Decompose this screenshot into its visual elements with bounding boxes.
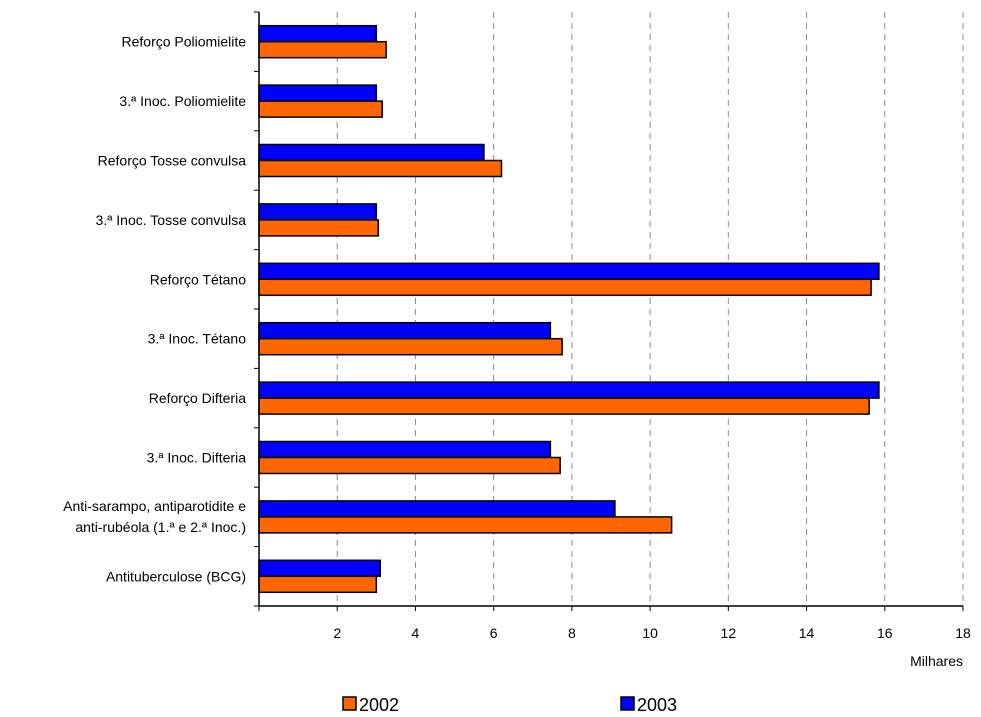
bar-2002 (258, 456, 561, 475)
category-label: 3.ª Inoc. Poliomielite (119, 93, 246, 109)
x-tick-labels: 2 4 6 8 10 12 14 16 18 (333, 625, 971, 641)
bar-2002 (258, 219, 380, 237)
x-axis-unit-label: Milhares (910, 653, 963, 669)
x-tick-label: 6 (490, 625, 498, 641)
bar-2002 (258, 337, 563, 356)
x-tick-label: 16 (877, 625, 893, 641)
legend-swatch-2003 (620, 696, 635, 711)
category-label: Reforço Tosse convulsa (98, 153, 247, 169)
bar-2003 (258, 381, 880, 399)
bar-2003 (258, 203, 378, 221)
legend-label-2003: 2003 (637, 695, 677, 715)
bar-2002 (258, 516, 673, 534)
x-tick-label: 8 (568, 625, 576, 641)
legend-label-2002: 2002 (359, 695, 399, 715)
x-tick-label: 18 (955, 625, 971, 641)
category-label: 3.ª Inoc. Tétano (148, 331, 247, 347)
category-label: Reforço Tétano (150, 271, 246, 287)
x-tick-label: 2 (333, 625, 341, 641)
category-label: anti-rubéola (1.ª e 2.ª Inoc.) (75, 519, 246, 535)
bar-2002 (258, 40, 387, 59)
category-label: 3.ª Inoc. Tosse convulsa (96, 212, 247, 228)
bar-2003 (258, 262, 880, 281)
bar-2002 (258, 575, 378, 594)
bar-2003 (258, 143, 485, 162)
category-label: Antituberculose (BCG) (106, 568, 246, 584)
axes (254, 11, 964, 611)
grid-lines (336, 12, 964, 606)
bar-2003 (258, 24, 378, 43)
bar-2003 (258, 440, 552, 459)
bar-2003 (258, 321, 552, 340)
x-tick-label: 4 (412, 625, 420, 641)
x-tick-label: 14 (799, 625, 815, 641)
bar-2003 (258, 500, 616, 518)
x-tick-label: 10 (642, 625, 658, 641)
bars (258, 24, 880, 594)
bar-2003 (258, 559, 381, 578)
bar-2002 (258, 278, 872, 297)
bar-2003 (258, 84, 378, 102)
legend-swatch-2002 (342, 696, 357, 711)
bar-2002 (258, 100, 383, 118)
bar-2002 (258, 397, 870, 415)
category-label: 3.ª Inoc. Difteria (147, 450, 247, 466)
x-tick-label: 12 (721, 625, 737, 641)
category-labels: Reforço Poliomielite 3.ª Inoc. Poliomieli… (63, 34, 246, 585)
category-label: Reforço Poliomielite (122, 34, 247, 50)
legend: 2002 2003 (342, 695, 677, 715)
bar-2002 (258, 159, 503, 178)
category-label: Reforço Difteria (149, 390, 246, 406)
category-label: Anti-sarampo, antiparotidite e (63, 498, 246, 514)
